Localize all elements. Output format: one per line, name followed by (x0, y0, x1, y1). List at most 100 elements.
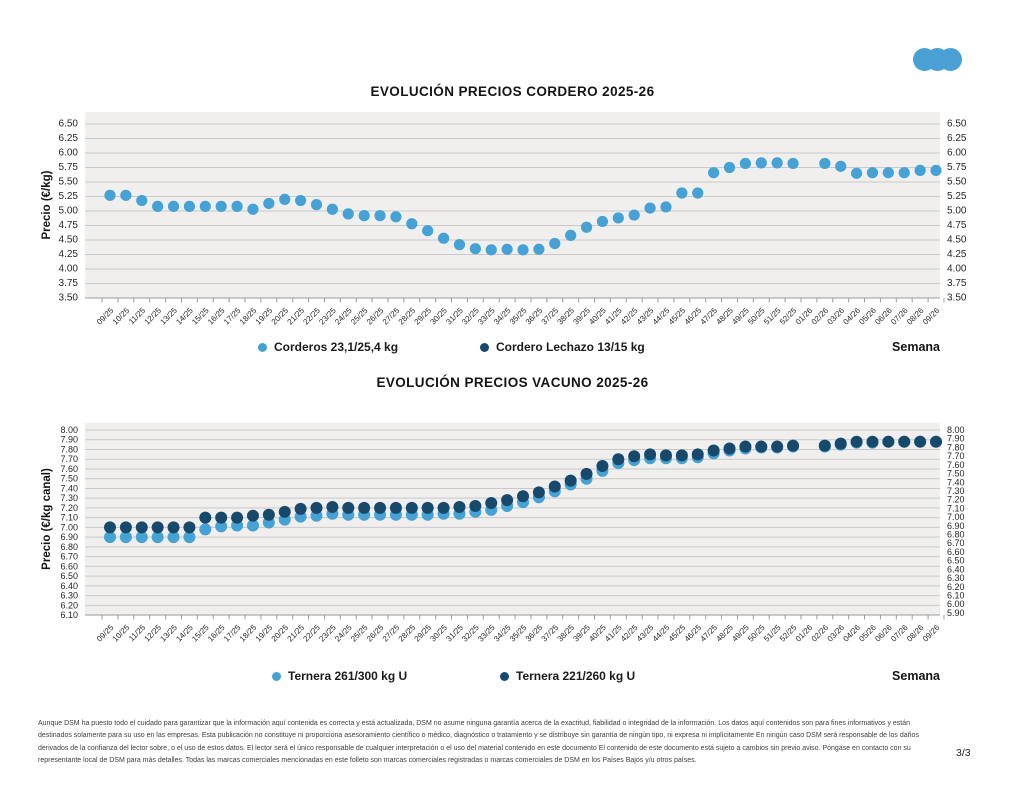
data-point (135, 521, 148, 534)
data-point (818, 439, 831, 452)
data-point (723, 161, 736, 174)
data-point (183, 521, 196, 534)
y-tick-label-left: 5.00 (59, 206, 79, 217)
y-tick-label-right: 6.00 (947, 599, 965, 609)
data-point (787, 157, 799, 170)
legend-marker-icon (500, 671, 509, 681)
data-point (215, 511, 228, 524)
y-tick-label-left: 4.25 (59, 249, 79, 260)
y-tick-label-left: 6.70 (60, 552, 78, 562)
y-tick-label-right: 7.70 (947, 451, 965, 461)
data-point (326, 500, 339, 513)
data-point (437, 501, 450, 514)
y-tick-label-right: 6.80 (947, 530, 965, 540)
y-tick-label-left: 3.75 (59, 278, 79, 289)
data-point (850, 167, 863, 179)
data-point (771, 157, 783, 169)
y-tick-label-right: 5.00 (947, 206, 967, 217)
y-tick-label-right: 7.30 (947, 486, 965, 496)
legend-label: Corderos 23,1/25,4 kg (274, 340, 399, 354)
data-point (548, 480, 561, 493)
chart-1: 6.50 6.25 6.00 5.75 5.50 5.25 5.00 4.75 4.50 4.25… (59, 112, 967, 327)
y-tick-label-left: 6.00 (59, 148, 79, 159)
y-tick-label-right: 6.20 (947, 582, 965, 592)
y-tick-label-right: 8.00 (947, 425, 965, 435)
y-tick-label-left: 6.60 (60, 561, 78, 571)
y-tick-label-left: 8.00 (60, 425, 78, 435)
legend-label: Ternera 221/260 kg U (516, 669, 636, 683)
data-point (421, 501, 434, 514)
y-tick-label-left: 4.75 (59, 220, 79, 231)
data-point (437, 232, 450, 244)
y-tick-label-right: 7.10 (947, 503, 965, 513)
y-tick-label-right: 5.50 (947, 177, 967, 188)
data-point (644, 202, 656, 214)
data-point (247, 203, 259, 215)
data-point (898, 167, 910, 179)
legend-label: Ternera 261/300 kg U (288, 669, 408, 683)
data-point (866, 435, 879, 448)
data-point (135, 531, 148, 544)
data-point (596, 460, 609, 473)
data-point (565, 229, 577, 241)
data-point (215, 200, 227, 212)
data-point (708, 167, 720, 179)
y-tick-label-right: 6.25 (947, 133, 967, 144)
data-point (246, 519, 259, 532)
data-point (104, 521, 116, 534)
chart1-legend: Corderos 23,1/25,4 kg Cordero Lechazo 13… (0, 340, 1024, 356)
y-tick-label-left: 4.00 (59, 264, 79, 275)
data-point (167, 521, 180, 534)
data-point (691, 448, 704, 461)
data-point (310, 501, 323, 514)
data-point (675, 449, 688, 462)
data-point (231, 511, 244, 524)
data-point (628, 450, 641, 463)
y-tick-label-left: 7.60 (60, 464, 78, 474)
chart2-legend: Ternera 261/300 kg U Ternera 221/260 kg … (0, 669, 1024, 685)
legend-item: Corderos 23,1/25,4 kg (258, 340, 398, 354)
data-point (183, 200, 196, 212)
y-tick-label-left: 6.50 (59, 119, 79, 130)
data-point (326, 203, 338, 215)
y-tick-label-left: 7.70 (60, 454, 78, 464)
data-point (612, 453, 625, 466)
plot-area (85, 423, 940, 615)
data-point (517, 244, 529, 256)
y-tick-label-left: 6.20 (60, 600, 78, 610)
data-point (294, 502, 307, 515)
data-point (549, 237, 561, 250)
data-point (199, 523, 212, 536)
x-tick-label: 09/26 (921, 623, 942, 644)
legend-marker-icon (272, 671, 281, 681)
data-point (389, 501, 402, 514)
logo-dot-icon (939, 48, 962, 71)
series-0 (104, 157, 942, 256)
y-tick-label-right: 7.00 (947, 512, 965, 522)
data-point (310, 199, 323, 211)
y-tick-label-left: 5.75 (59, 162, 79, 173)
data-point (882, 435, 895, 448)
y-tick-label-right: 7.60 (947, 460, 965, 470)
y-tick-label-left: 7.90 (60, 435, 78, 445)
data-point (501, 494, 514, 507)
y-tick-label-right: 6.10 (947, 590, 965, 600)
data-point (262, 508, 275, 521)
data-point (533, 243, 545, 255)
legend-item: Cordero Lechazo 13/15 kg (480, 340, 645, 354)
y-tick-label-right: 4.50 (947, 235, 967, 246)
legend-item: Ternera 261/300 kg U (272, 669, 407, 683)
data-point (246, 509, 259, 522)
y-tick-label-left: 7.20 (60, 503, 78, 513)
data-point (723, 442, 736, 455)
y-tick-label-right: 5.90 (947, 608, 965, 618)
plot-area (85, 112, 940, 298)
y-tick-label-right: 4.25 (947, 249, 967, 260)
data-point (659, 449, 672, 462)
data-point (819, 157, 831, 170)
y-tick-label-left: 6.30 (60, 591, 78, 601)
data-point (676, 187, 688, 199)
legend-item: Ternera 221/260 kg U (500, 669, 635, 683)
data-point (453, 239, 466, 251)
